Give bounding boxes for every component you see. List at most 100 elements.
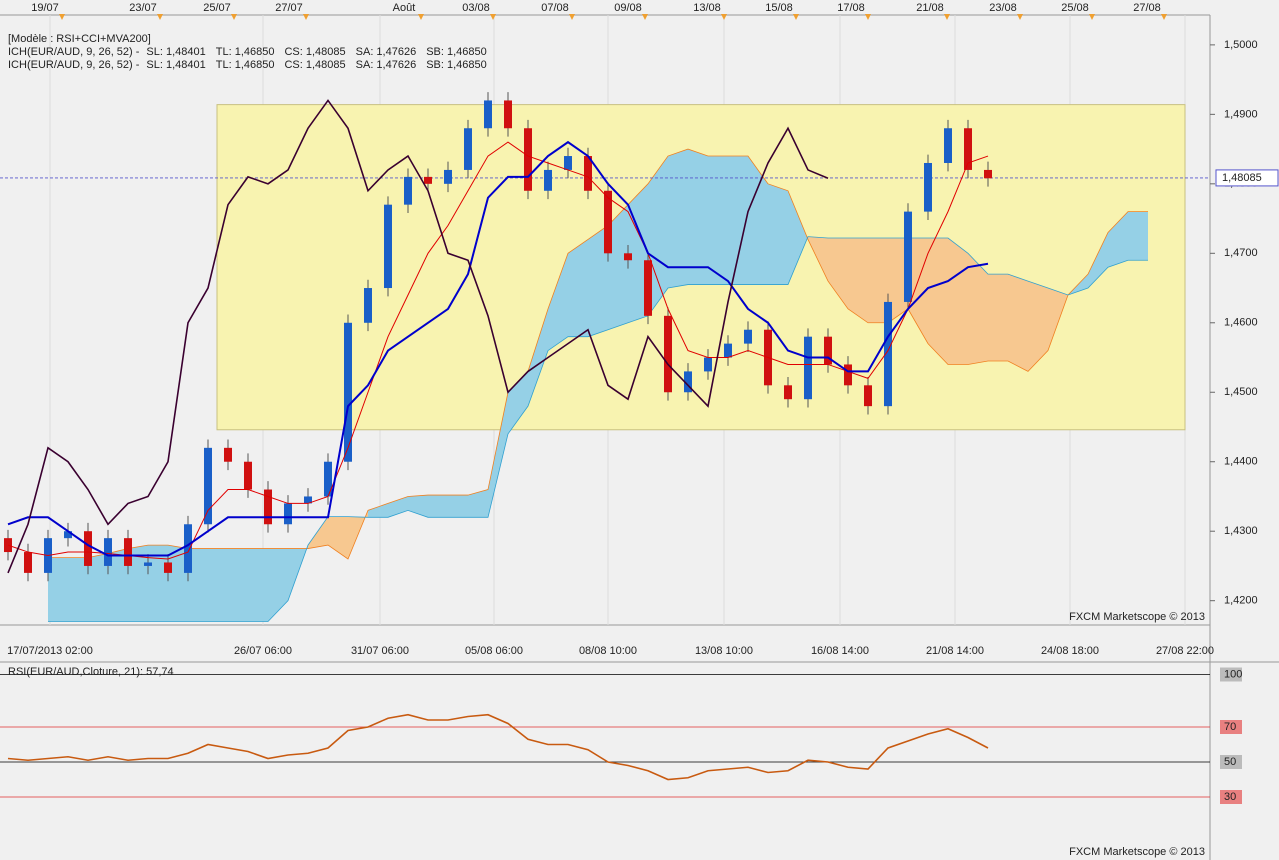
candle-body (924, 162, 932, 212)
cloud-segment (928, 238, 948, 365)
cloud-segment (1088, 232, 1108, 289)
top-date-label: Août (393, 2, 416, 14)
y-tick-label: 1,4600 (1224, 317, 1258, 329)
cloud-segment (1128, 211, 1148, 261)
candle-body (64, 531, 72, 539)
candle-body (464, 128, 472, 170)
legend-entry: SA: 1,47626 (356, 59, 417, 71)
cloud-segment (648, 156, 668, 316)
cloud-segment (528, 308, 548, 407)
top-marker (490, 14, 496, 20)
cloud-segment (708, 156, 728, 285)
candle-body (704, 357, 712, 372)
rsi-line (7, 713, 989, 781)
top-marker (59, 14, 65, 20)
candle-body (144, 562, 152, 566)
cloud-segment (228, 548, 248, 622)
candle-body (284, 503, 292, 525)
cloud-segment (1108, 211, 1128, 268)
watermark: FXCM Marketscope © 2013 (1069, 846, 1205, 858)
top-date-label: 09/08 (614, 2, 642, 14)
top-date-label: 03/08 (462, 2, 490, 14)
candle-body (724, 343, 732, 358)
top-date-label: 21/08 (916, 2, 944, 14)
candle-body (904, 211, 912, 302)
legend-entry: TL: 1,46850 (216, 46, 275, 58)
y-tick-label: 1,4500 (1224, 386, 1258, 398)
level-box (1220, 720, 1242, 734)
legend-entry: CS: 1,48085 (284, 46, 345, 58)
candle-body (844, 364, 852, 386)
top-marker (642, 14, 648, 20)
cloud-segment (1048, 288, 1068, 351)
candle-body (84, 531, 92, 566)
y-tick-label: 1,4700 (1224, 247, 1258, 259)
legend-entry: SB: 1,46850 (426, 46, 487, 58)
y-tick-label: 1,5000 (1224, 39, 1258, 51)
candle-body (684, 371, 692, 393)
candle-body (664, 315, 672, 393)
rsi-title: RSI(EUR/AUD,Cloture, 21): 57,74 (8, 666, 174, 678)
legend-entry: TL: 1,46850 (216, 59, 275, 71)
candle-body (184, 524, 192, 573)
cloud-segment (48, 557, 68, 622)
bottom-date-label: 27/08 22:00 (1156, 645, 1214, 657)
candle-body (524, 128, 532, 191)
candle-body (404, 176, 412, 205)
cloud-segment (428, 495, 448, 518)
top-date-label: 17/08 (837, 2, 865, 14)
watermark: FXCM Marketscope © 2013 (1069, 611, 1205, 623)
legend-prefix: ICH(EUR/AUD, 9, 26, 52) - (8, 59, 140, 71)
cloud-segment (588, 225, 608, 337)
bottom-date-label: 16/08 14:00 (811, 645, 869, 657)
cloud-segment (768, 183, 788, 285)
top-date-label: 19/07 (31, 2, 59, 14)
bottom-date-label: 21/08 14:00 (926, 645, 984, 657)
bottom-date-label: 05/08 06:00 (465, 645, 523, 657)
candle-body (24, 552, 32, 573)
bottom-date-label: 08/08 10:00 (579, 645, 637, 657)
candle-body (364, 288, 372, 323)
top-date-label: 25/08 (1061, 2, 1089, 14)
top-marker (944, 14, 950, 20)
y-tick-label: 1,4900 (1224, 108, 1258, 120)
candle-body (424, 176, 432, 184)
cloud-segment (568, 239, 588, 337)
candle-body (884, 301, 892, 407)
bottom-date-label: 17/07/2013 02:00 (7, 645, 93, 657)
top-marker (231, 14, 237, 20)
top-date-label: 23/07 (129, 2, 157, 14)
cloud-segment (828, 238, 848, 309)
cloud-segment (1028, 281, 1048, 372)
cloud-segment (148, 545, 168, 622)
candle-body (204, 447, 212, 525)
cloud-segment (488, 392, 508, 518)
candle-body (784, 385, 792, 400)
candle-body (124, 538, 132, 566)
cloud-segment (1008, 274, 1028, 372)
level-box (1220, 667, 1242, 682)
cloud-segment (88, 553, 108, 622)
candle-body (744, 329, 752, 344)
candle-body (604, 190, 612, 254)
cloud-segment (968, 253, 988, 365)
cloud-segment (888, 238, 908, 323)
candle-body (244, 461, 252, 490)
candle-body (504, 100, 512, 129)
cloud-segment (748, 156, 768, 285)
level-box (1220, 790, 1242, 804)
candle-body (484, 100, 492, 129)
y-tick-label: 70 (1224, 721, 1236, 733)
candle-body (304, 496, 312, 504)
legend-entry: SL: 1,48401 (146, 46, 205, 58)
cloud-segment (948, 238, 968, 365)
legend-entry: CS: 1,48085 (284, 59, 345, 71)
candle-body (104, 538, 112, 566)
y-tick-label: 30 (1224, 791, 1236, 803)
candle-body (324, 461, 332, 497)
cloud-segment (688, 149, 708, 285)
bottom-date-label: 31/07 06:00 (351, 645, 409, 657)
candle-body (824, 336, 832, 365)
y-tick-label: 1,4400 (1224, 456, 1258, 468)
candle-body (344, 322, 352, 462)
